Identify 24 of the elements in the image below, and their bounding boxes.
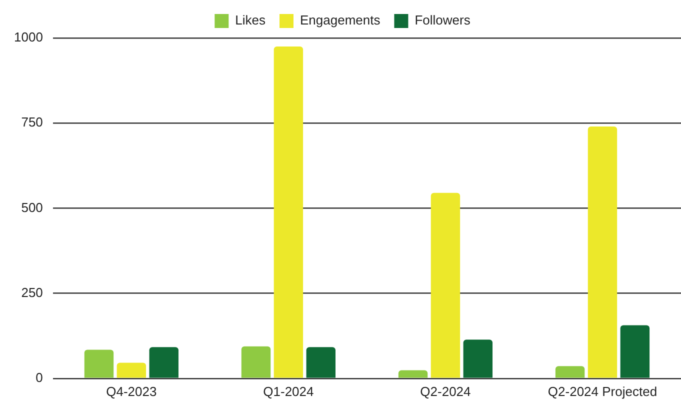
y-tick-label: 500 — [21, 200, 43, 215]
bar — [149, 347, 178, 378]
bar — [398, 370, 428, 378]
legend-label: Followers — [414, 12, 471, 28]
bar — [430, 192, 460, 378]
y-tick-label: 250 — [21, 284, 43, 300]
x-tick-label: Q1-2024 — [263, 384, 314, 399]
bar — [555, 366, 585, 378]
x-tick-label: Q4-2023 — [106, 384, 157, 399]
legend-label: Engagements — [300, 12, 381, 28]
y-tick-label: 750 — [21, 114, 43, 130]
y-tick-label: 1000 — [14, 30, 43, 45]
bar — [463, 340, 493, 378]
x-tick-label: Q2-2024 — [420, 384, 471, 399]
x-tick-label: Q2-2024 Projected — [548, 384, 658, 399]
bar — [84, 350, 114, 378]
legend-label: Likes — [235, 12, 266, 28]
bar — [588, 126, 618, 378]
bar — [620, 325, 650, 378]
bar — [274, 46, 304, 378]
bar — [306, 347, 336, 378]
bar — [241, 346, 271, 378]
bar — [116, 362, 146, 378]
y-tick-label: 0 — [36, 370, 43, 385]
